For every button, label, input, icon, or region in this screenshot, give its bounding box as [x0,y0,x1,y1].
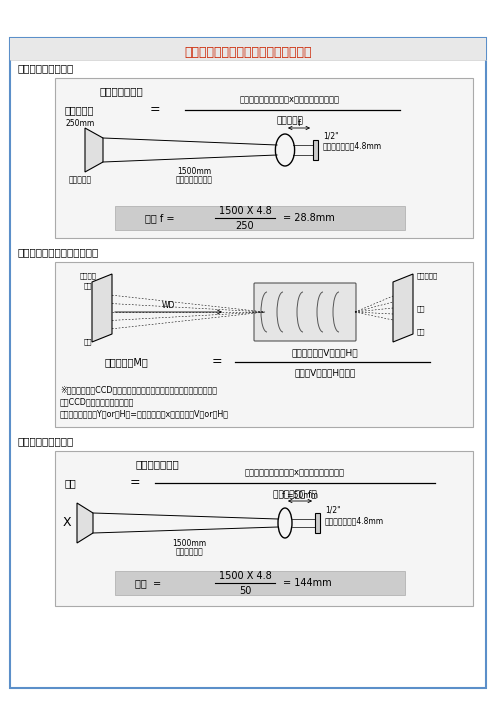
Text: 1500 X 4.8: 1500 X 4.8 [219,571,271,581]
Text: 视野: 视野 [65,478,77,488]
Text: 实际视野: 实际视野 [79,272,97,279]
Text: 250: 250 [236,221,254,231]
Text: 横向: 横向 [84,283,92,289]
FancyBboxPatch shape [254,283,356,341]
Text: 一、焦距的计算方法: 一、焦距的计算方法 [18,63,74,73]
Text: 焦距的计算方法: 焦距的计算方法 [100,86,144,96]
Polygon shape [77,503,93,543]
Text: 1500mm: 1500mm [172,538,206,548]
Text: 250mm: 250mm [65,119,95,128]
Text: 1/2": 1/2" [325,505,341,515]
Text: ※当技术资料是CCD照相机一般情况下的计算值，更加严密的计算方法: ※当技术资料是CCD照相机一般情况下的计算值，更加严密的计算方法 [60,385,217,395]
Text: 横向: 横向 [417,329,426,336]
Text: =: = [212,355,222,369]
Text: 焦距 f =: 焦距 f = [145,213,175,223]
Text: 照相机型号（V）或（H）: 照相机型号（V）或（H） [292,348,358,357]
Text: 工业镜头视场、倍率、焦距之间的关系: 工业镜头视场、倍率、焦距之间的关系 [184,46,312,58]
Polygon shape [393,274,413,342]
Text: =: = [150,103,160,117]
Polygon shape [92,274,112,342]
Bar [313,140,318,160]
Text: f: f [298,119,301,128]
Text: （镜头的焦距 f）: （镜头的焦距 f） [273,489,317,498]
Text: =: = [129,477,140,489]
Text: = 144mm: = 144mm [283,578,332,588]
Text: X: X [63,517,71,529]
Text: （镜头到物体的距离）x（照相机型号尺寸）: （镜头到物体的距离）x（照相机型号尺寸） [240,95,340,105]
Text: 1500 X 4.8: 1500 X 4.8 [219,206,271,216]
Bar [55,78,473,238]
Text: 镜头的焦距: 镜头的焦距 [65,105,94,115]
Text: 竖向: 竖向 [417,305,426,312]
Bar [55,262,473,427]
Text: 视野的计算方法: 视野的计算方法 [135,459,179,469]
Text: 照相机型号尺寸4.8mm: 照相机型号尺寸4.8mm [325,517,384,526]
Bar [115,571,405,595]
Bar [55,451,473,606]
Text: 1/2": 1/2" [323,131,339,140]
Text: 物体的高度: 物体的高度 [68,176,92,185]
Text: 视野  =: 视野 = [135,578,161,588]
Text: 物体的高度: 物体的高度 [277,117,304,126]
Text: 到物体的距离: 到物体的距离 [175,548,203,557]
Text: 50: 50 [239,586,251,596]
Polygon shape [85,128,103,172]
Text: 照相机元件尺寸（Y）or（H）=照相机的画数x有效画数（V）or（H）: 照相机元件尺寸（Y）or（H）=照相机的画数x有效画数（V）or（H） [60,409,229,418]
Bar [115,206,405,230]
Text: 视野（V）或（H）尺寸: 视野（V）或（H）尺寸 [294,369,356,378]
Text: 摄影机元件: 摄影机元件 [417,272,438,279]
Text: 照相机型号尺寸4.8mm: 照相机型号尺寸4.8mm [323,142,382,150]
Bar [10,38,486,60]
Text: 竖向: 竖向 [84,338,92,345]
Bar [315,513,320,533]
Text: f =50mm: f =50mm [282,491,318,501]
Text: = 28.8mm: = 28.8mm [283,213,335,223]
Text: WD: WD [162,301,175,310]
Text: 三、视场的计算方法: 三、视场的计算方法 [18,436,74,446]
Text: 镜头到物体的距离: 镜头到物体的距离 [176,176,212,185]
Text: 光学倍率（M）: 光学倍率（M） [105,357,149,367]
Text: 二、光学放大倍率的计算方法: 二、光学放大倍率的计算方法 [18,247,99,257]
Text: 1500mm: 1500mm [177,168,211,176]
Text: （镜头到物体的距离）x（照相机型号尺寸）: （镜头到物体的距离）x（照相机型号尺寸） [245,468,345,477]
Text: 根据CCD照相机的型号有所不同: 根据CCD照相机的型号有所不同 [60,397,134,406]
